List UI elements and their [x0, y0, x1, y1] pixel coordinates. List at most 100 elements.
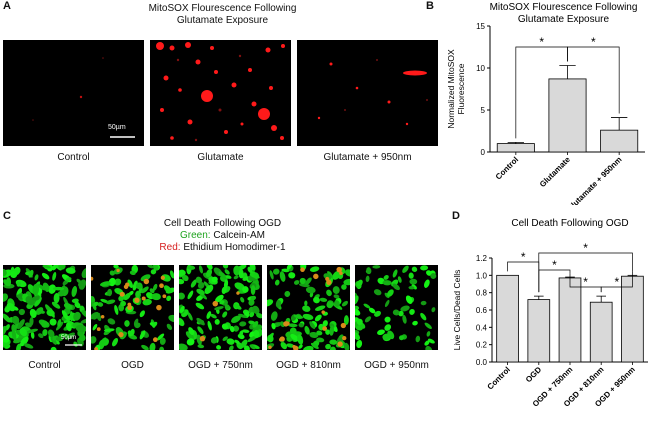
live-cell — [232, 325, 240, 332]
dead-cell — [322, 326, 328, 331]
live-cell — [326, 289, 332, 297]
live-cell — [61, 310, 69, 320]
live-cell — [107, 288, 113, 297]
dead-cell — [152, 337, 158, 343]
legend-red: Red: Ethidium Homodimer-1 — [150, 242, 295, 254]
live-cell — [196, 294, 204, 302]
live-cell — [249, 312, 255, 318]
live-cell — [17, 319, 25, 330]
live-cell — [103, 328, 115, 332]
live-cell — [289, 327, 297, 335]
dead-cell — [236, 291, 240, 295]
live-cell — [387, 289, 394, 297]
significance-star: * — [614, 275, 619, 289]
dead-cell — [127, 305, 133, 311]
live-cell — [80, 318, 86, 324]
live-cell — [316, 330, 323, 336]
live-cell — [135, 290, 140, 298]
live-cell — [91, 312, 99, 320]
dead-cell — [119, 291, 125, 297]
dead-cell — [100, 315, 105, 319]
legend-green-label: Green: — [179, 230, 211, 241]
live-cell — [275, 300, 282, 308]
live-cell — [314, 314, 322, 322]
panel-c-title: Cell Death Following OGD — [163, 218, 282, 229]
live-cell — [159, 346, 165, 350]
live-cell — [81, 268, 86, 279]
live-cell — [225, 275, 232, 279]
live-cell — [185, 331, 194, 340]
live-cell — [252, 321, 259, 328]
live-cell — [310, 342, 319, 349]
live-cell — [206, 311, 212, 319]
dead-cell — [336, 266, 342, 273]
live-cell — [309, 331, 319, 338]
caption-ogd-750nm-c: OGD + 750nm — [188, 360, 253, 371]
live-cell — [157, 333, 165, 341]
live-cell — [322, 320, 328, 327]
live-cell — [211, 276, 218, 283]
dead-cell — [91, 276, 94, 281]
y-axis-label: Normalized MitoSOX — [446, 49, 456, 129]
live-cell — [309, 266, 320, 272]
live-cell — [366, 267, 372, 274]
live-cell — [52, 272, 57, 281]
live-cell — [127, 279, 134, 289]
live-cell — [309, 321, 316, 330]
live-cell — [166, 323, 173, 331]
live-cell — [123, 292, 131, 301]
live-cell — [28, 269, 34, 278]
dead-cell — [125, 282, 130, 287]
live-cell — [197, 344, 205, 349]
live-cell — [31, 296, 40, 301]
live-cell — [151, 293, 161, 301]
live-cell — [392, 269, 398, 278]
live-cell — [271, 322, 276, 330]
panel-label-c: C — [3, 210, 11, 222]
live-cell — [280, 341, 287, 350]
y-tick-label: 0.0 — [476, 358, 488, 367]
scale-bar-label-a: 50µm — [108, 124, 126, 131]
live-cell — [365, 275, 370, 283]
live-cell — [149, 342, 156, 350]
chart-cell-death: Cell Death Following OGD 0.0 0.2 0.4 0.6 0.8 1… — [452, 218, 648, 409]
panel-label-d: D — [452, 210, 460, 222]
y-tick-label: 5 — [481, 106, 486, 115]
x-tick-label-0: Control — [494, 155, 520, 181]
live-cell — [384, 299, 390, 308]
live-cell — [152, 283, 158, 291]
live-cell — [228, 345, 234, 350]
live-cell — [329, 339, 338, 345]
live-cell — [75, 324, 86, 333]
live-cell — [405, 295, 413, 305]
live-cell — [329, 325, 335, 336]
live-cell — [409, 308, 415, 315]
y-tick-label: 15 — [476, 22, 485, 31]
live-cell — [238, 313, 248, 319]
live-cell — [206, 265, 213, 270]
live-cell — [398, 335, 404, 341]
live-cell — [224, 269, 230, 275]
live-cell — [6, 302, 16, 312]
dead-cell — [342, 335, 347, 341]
live-cell — [108, 277, 116, 287]
dead-cell — [337, 341, 343, 347]
live-cell — [188, 327, 195, 336]
panel-label-b: B — [426, 0, 434, 12]
live-cell — [355, 332, 361, 341]
legend-green-text: Calcein-AM — [213, 230, 266, 241]
live-cell — [256, 312, 262, 319]
live-cell — [314, 305, 326, 311]
live-cell — [427, 338, 435, 344]
live-cell — [26, 328, 39, 333]
live-cell — [91, 295, 95, 303]
live-cell — [224, 304, 230, 310]
live-cell — [16, 343, 22, 350]
live-cell — [204, 284, 214, 294]
live-cell — [222, 311, 228, 318]
micrograph-glutamate-950nm-mitosox — [297, 40, 438, 146]
live-cell — [284, 290, 291, 297]
chart-mitosox: MitoSOX Flourescence FollowingGlutamate … — [446, 2, 645, 205]
live-cell — [99, 337, 107, 346]
live-cell — [42, 329, 48, 337]
